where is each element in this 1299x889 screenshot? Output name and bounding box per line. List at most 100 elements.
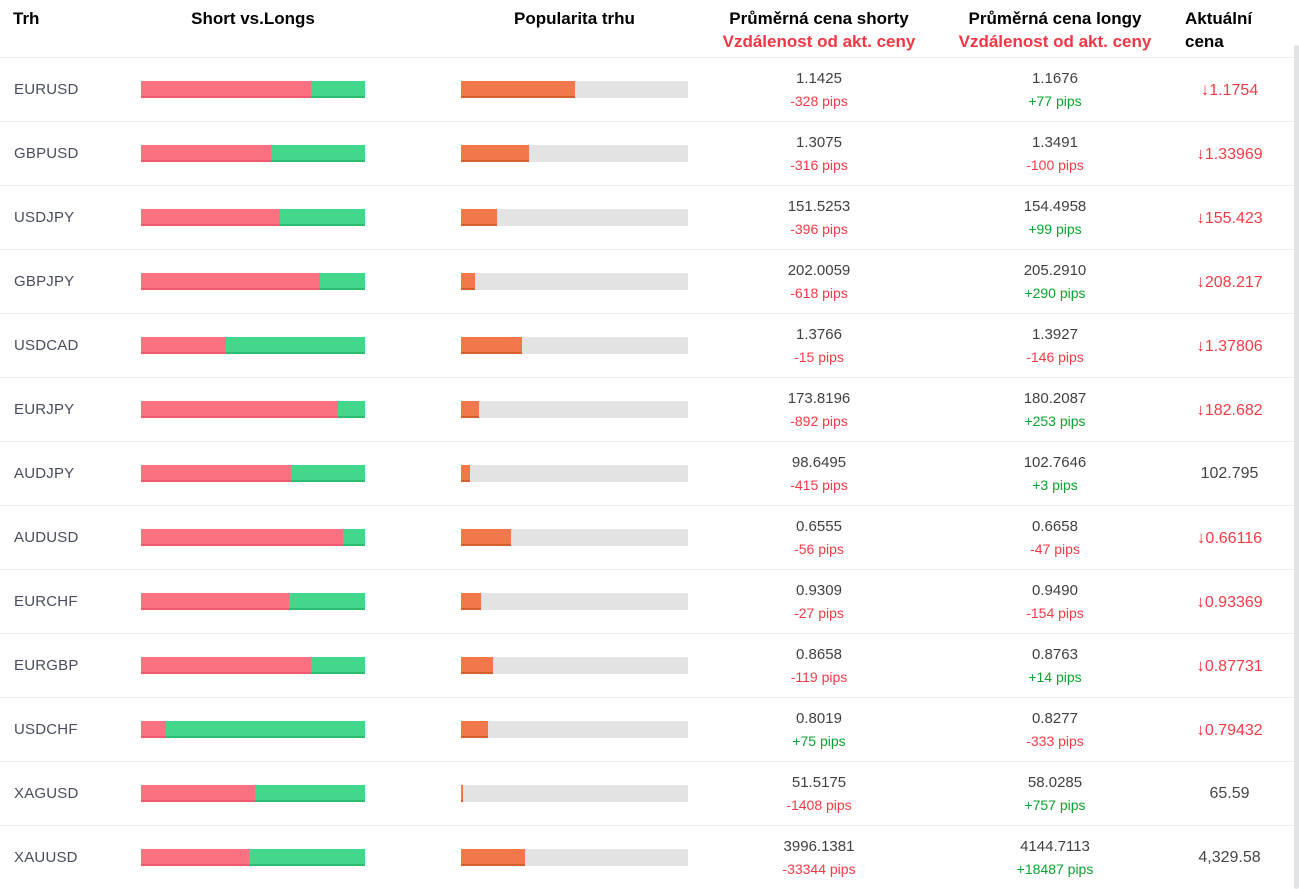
column-header-avg-short-title: Průměrná cena shorty bbox=[729, 9, 909, 28]
avg-long-price: 0.8763 bbox=[1032, 645, 1078, 663]
market-row: GBPUSD 1.3075 -316 pips 1.3491 -100 pips… bbox=[0, 121, 1299, 185]
avg-long-price: 0.9490 bbox=[1032, 581, 1078, 599]
current-price-cell: 65.59 bbox=[1160, 785, 1299, 803]
long-distance-pips: -146 pips bbox=[1026, 348, 1084, 365]
column-header-market: Trh bbox=[13, 9, 40, 28]
market-label: XAUUSD bbox=[14, 849, 78, 866]
avg-short-price: 151.5253 bbox=[787, 197, 851, 215]
avg-short-price-cell: 1.3075 -316 pips bbox=[688, 133, 950, 175]
long-distance-pips: +18487 pips bbox=[1016, 860, 1094, 877]
avg-short-price-cell: 0.9309 -27 pips bbox=[688, 581, 950, 623]
popularity-fill bbox=[461, 209, 498, 226]
current-price: 0.87731 bbox=[1204, 657, 1263, 675]
longs-bar-segment bbox=[320, 273, 365, 290]
avg-long-price: 154.4958 bbox=[1023, 197, 1087, 215]
longs-bar-segment bbox=[226, 337, 365, 354]
down-arrow-icon: ↓ bbox=[1196, 719, 1205, 739]
popularity-track bbox=[461, 849, 688, 866]
short-vs-long-bar bbox=[141, 785, 365, 802]
long-distance-pips: -100 pips bbox=[1026, 156, 1084, 173]
shorts-bar-segment bbox=[141, 657, 312, 674]
market-label: EURCHF bbox=[14, 593, 78, 610]
popularity-track bbox=[461, 593, 688, 610]
short-distance-pips: -415 pips bbox=[790, 476, 848, 493]
short-vs-long-bar bbox=[141, 337, 365, 354]
long-distance-pips: -47 pips bbox=[1030, 540, 1080, 557]
column-header-avg-long-subtitle: Vzdálenost od akt. ceny bbox=[958, 32, 1152, 51]
longs-bar-segment bbox=[342, 529, 365, 546]
market-label: AUDJPY bbox=[14, 465, 75, 482]
shorts-bar-segment bbox=[141, 209, 280, 226]
avg-short-price: 3996.1381 bbox=[783, 837, 855, 855]
longs-bar-segment bbox=[338, 401, 365, 418]
popularity-track bbox=[461, 337, 688, 354]
avg-long-price: 0.6658 bbox=[1032, 517, 1078, 535]
avg-long-price: 1.3927 bbox=[1032, 325, 1078, 343]
current-price-cell: ↓0.79432 bbox=[1160, 720, 1299, 740]
avg-long-price: 1.3491 bbox=[1032, 133, 1078, 151]
longs-bar-segment bbox=[270, 145, 365, 162]
short-distance-pips: -1408 pips bbox=[786, 796, 852, 813]
longs-bar-segment bbox=[165, 721, 365, 738]
long-distance-pips: +77 pips bbox=[1028, 92, 1082, 109]
popularity-fill bbox=[461, 849, 525, 866]
popularity-fill bbox=[461, 337, 523, 354]
long-distance-pips: -154 pips bbox=[1026, 604, 1084, 621]
short-distance-pips: +75 pips bbox=[792, 732, 846, 749]
popularity-fill bbox=[461, 785, 464, 802]
table-header: Trh Short vs.Longs Popularita trhu Průmě… bbox=[0, 0, 1299, 57]
current-price-cell: ↓155.423 bbox=[1160, 208, 1299, 228]
shorts-bar-segment bbox=[141, 849, 249, 866]
market-row: USDCHF 0.8019 +75 pips 0.8277 -333 pips … bbox=[0, 697, 1299, 761]
column-header-avg-short-subtitle: Vzdálenost od akt. ceny bbox=[722, 32, 916, 51]
column-header-avg-long-title: Průměrná cena longy bbox=[968, 9, 1142, 28]
avg-short-price-cell: 0.8658 -119 pips bbox=[688, 645, 950, 687]
market-label: USDCAD bbox=[14, 337, 79, 354]
market-row: EURJPY 173.8196 -892 pips 180.2087 +253 … bbox=[0, 377, 1299, 441]
avg-long-price: 1.1676 bbox=[1032, 69, 1078, 87]
popularity-fill bbox=[461, 273, 475, 290]
current-price-cell: ↓208.217 bbox=[1160, 272, 1299, 292]
current-price: 102.795 bbox=[1200, 464, 1259, 482]
avg-short-price-cell: 1.1425 -328 pips bbox=[688, 69, 950, 111]
avg-long-price: 180.2087 bbox=[1023, 389, 1087, 407]
avg-long-price-cell: 102.7646 +3 pips bbox=[950, 453, 1160, 495]
market-label: EURJPY bbox=[14, 401, 75, 418]
down-arrow-icon: ↓ bbox=[1196, 591, 1205, 611]
short-vs-long-bar bbox=[141, 849, 365, 866]
longs-bar-segment bbox=[311, 81, 365, 98]
short-vs-long-bar bbox=[141, 209, 365, 226]
current-price: 0.66116 bbox=[1205, 529, 1263, 547]
longs-bar-segment bbox=[311, 657, 365, 674]
current-price: 1.1754 bbox=[1209, 81, 1259, 99]
current-price-cell: ↓1.37806 bbox=[1160, 336, 1299, 356]
avg-short-price: 1.3075 bbox=[796, 133, 842, 151]
market-label: AUDUSD bbox=[14, 529, 79, 546]
short-distance-pips: -892 pips bbox=[790, 412, 848, 429]
popularity-fill bbox=[461, 529, 511, 546]
avg-short-price-cell: 202.0059 -618 pips bbox=[688, 261, 950, 303]
current-price-cell: 4,329.58 bbox=[1160, 849, 1299, 867]
down-arrow-icon: ↓ bbox=[1196, 271, 1205, 291]
popularity-fill bbox=[461, 721, 489, 738]
long-distance-pips: +290 pips bbox=[1024, 284, 1086, 301]
longs-bar-segment bbox=[255, 785, 365, 802]
short-distance-pips: -33344 pips bbox=[782, 860, 856, 877]
column-header-avg-long: Průměrná cena longy Vzdálenost od akt. c… bbox=[950, 7, 1160, 53]
shorts-bar-segment bbox=[141, 273, 321, 290]
market-label: EURUSD bbox=[14, 81, 79, 98]
market-row: XAGUSD 51.5175 -1408 pips 58.0285 +757 p… bbox=[0, 761, 1299, 825]
popularity-track bbox=[461, 785, 688, 802]
short-vs-long-bar bbox=[141, 593, 365, 610]
avg-short-price: 1.1425 bbox=[796, 69, 842, 87]
shorts-bar-segment bbox=[141, 81, 312, 98]
short-distance-pips: -618 pips bbox=[790, 284, 848, 301]
market-row: AUDUSD 0.6555 -56 pips 0.6658 -47 pips ↓… bbox=[0, 505, 1299, 569]
vertical-scrollbar[interactable] bbox=[1294, 45, 1299, 889]
current-price-cell: ↓0.93369 bbox=[1160, 592, 1299, 612]
long-distance-pips: -333 pips bbox=[1026, 732, 1084, 749]
avg-long-price: 58.0285 bbox=[1027, 773, 1083, 791]
avg-short-price: 98.6495 bbox=[791, 453, 847, 471]
avg-long-price-cell: 0.8277 -333 pips bbox=[950, 709, 1160, 751]
avg-short-price-cell: 0.8019 +75 pips bbox=[688, 709, 950, 751]
